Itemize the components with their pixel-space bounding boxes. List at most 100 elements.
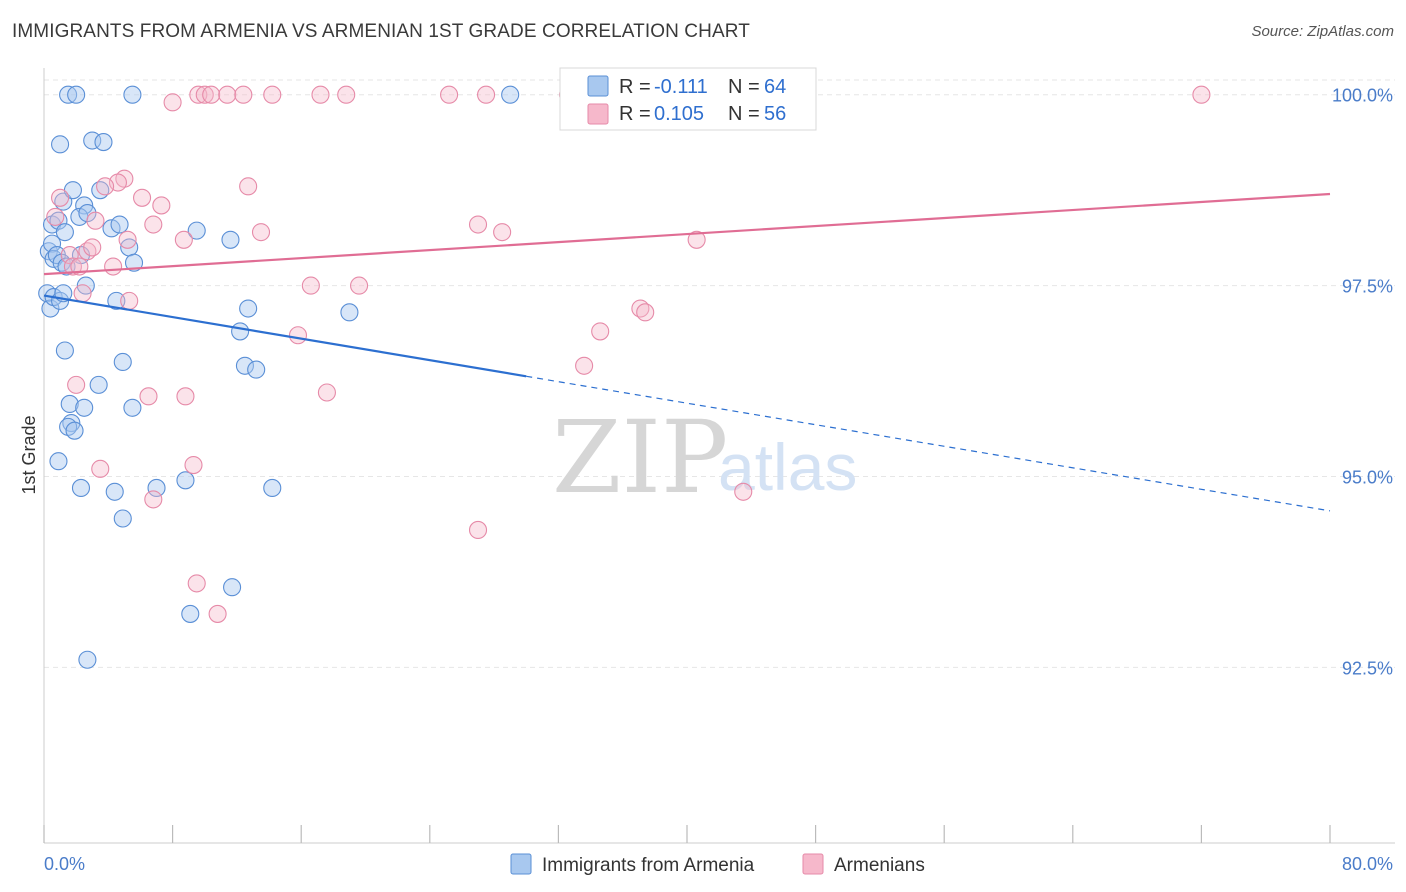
point-armenians bbox=[337, 85, 356, 104]
point-immigrants bbox=[123, 85, 142, 104]
point-armenians bbox=[67, 375, 86, 394]
point-armenians bbox=[208, 604, 227, 623]
point-immigrants bbox=[123, 398, 142, 417]
point-armenians bbox=[350, 276, 369, 295]
trendline-armenians bbox=[43, 192, 1331, 276]
point-immigrants bbox=[67, 85, 86, 104]
point-immigrants bbox=[187, 221, 206, 240]
chart-source: Source: ZipAtlas.com bbox=[1251, 23, 1394, 40]
point-immigrants bbox=[263, 478, 282, 498]
trendline-immigrants-solid bbox=[43, 294, 527, 378]
point-immigrants bbox=[501, 85, 520, 104]
point-armenians bbox=[86, 211, 105, 230]
point-armenians bbox=[1192, 85, 1211, 104]
point-armenians bbox=[96, 177, 115, 196]
point-armenians bbox=[144, 490, 163, 509]
point-armenians bbox=[468, 215, 488, 234]
trendlines bbox=[43, 192, 1331, 512]
point-armenians bbox=[133, 188, 152, 207]
point-armenians bbox=[176, 387, 195, 406]
y-tick-label: 95.0% bbox=[1342, 467, 1393, 487]
point-armenians bbox=[687, 230, 706, 249]
legend-n-value-2: 56 bbox=[764, 103, 786, 125]
series-armenians-points bbox=[46, 85, 1211, 623]
point-armenians bbox=[51, 188, 70, 207]
point-immigrants bbox=[75, 398, 94, 417]
point-immigrants bbox=[247, 360, 266, 379]
x-tick-label-start: 0.0% bbox=[44, 854, 85, 874]
series-immigrants-points bbox=[38, 85, 520, 669]
point-immigrants bbox=[51, 135, 70, 154]
point-armenians bbox=[591, 322, 610, 341]
stats-legend: R = -0.111 N = 64 R = 0.105 N = 56 bbox=[559, 67, 817, 131]
point-armenians bbox=[263, 85, 282, 104]
legend-r-label-2: R = bbox=[619, 103, 651, 125]
x-tick-label-end: 80.0% bbox=[1342, 854, 1393, 874]
point-immigrants bbox=[110, 215, 129, 234]
point-immigrants bbox=[235, 356, 254, 375]
point-armenians bbox=[301, 276, 320, 295]
legend-swatch-armenians bbox=[587, 103, 609, 125]
trendline-immigrants-dashed bbox=[526, 375, 1331, 512]
point-immigrants bbox=[71, 478, 91, 498]
point-armenians bbox=[734, 482, 753, 501]
series-legend-swatch-armenians bbox=[802, 853, 824, 875]
point-immigrants bbox=[107, 291, 126, 310]
point-immigrants bbox=[78, 650, 97, 669]
series-legend-label-armenians: Armenians bbox=[834, 855, 925, 876]
series-legend-label-immigrants: Immigrants from Armenia bbox=[542, 855, 755, 876]
point-armenians bbox=[118, 230, 137, 249]
point-armenians bbox=[184, 455, 203, 475]
point-immigrants bbox=[42, 234, 62, 253]
point-armenians bbox=[239, 177, 258, 196]
point-immigrants bbox=[340, 303, 359, 322]
legend-n-label-1: N = bbox=[728, 76, 760, 98]
point-immigrants bbox=[105, 482, 124, 501]
point-armenians bbox=[218, 85, 237, 104]
point-armenians bbox=[317, 383, 336, 402]
point-armenians bbox=[144, 215, 163, 234]
y-tick-label: 97.5% bbox=[1342, 277, 1393, 297]
point-armenians bbox=[73, 284, 92, 303]
point-immigrants bbox=[55, 341, 74, 360]
legend-n-value-1: 64 bbox=[764, 76, 786, 98]
point-armenians bbox=[288, 326, 308, 345]
point-immigrants bbox=[231, 322, 250, 341]
point-armenians bbox=[202, 85, 221, 104]
point-immigrants bbox=[223, 578, 242, 597]
point-immigrants bbox=[113, 509, 132, 528]
y-tick-label: 100.0% bbox=[1332, 86, 1393, 106]
watermark: ZIP atlas bbox=[552, 399, 857, 516]
point-armenians bbox=[440, 85, 459, 104]
point-immigrants bbox=[60, 394, 79, 414]
axes bbox=[43, 68, 1395, 844]
point-armenians bbox=[234, 85, 253, 104]
point-immigrants bbox=[176, 471, 195, 490]
point-armenians bbox=[63, 257, 82, 276]
point-immigrants bbox=[94, 133, 113, 152]
point-armenians bbox=[195, 85, 214, 104]
point-armenians bbox=[575, 356, 594, 375]
point-armenians bbox=[187, 574, 206, 593]
point-armenians bbox=[189, 85, 208, 104]
point-armenians bbox=[311, 85, 330, 104]
legend-n-label-2: N = bbox=[728, 103, 760, 125]
legend-swatch-immigrants bbox=[587, 75, 609, 97]
point-immigrants bbox=[181, 604, 200, 623]
legend-r-label-1: R = bbox=[619, 76, 651, 98]
point-armenians bbox=[46, 207, 65, 226]
point-immigrants bbox=[124, 253, 144, 272]
point-immigrants bbox=[113, 352, 132, 372]
point-armenians bbox=[91, 459, 110, 478]
point-immigrants bbox=[55, 223, 74, 242]
point-immigrants bbox=[89, 375, 108, 394]
series-legend: Immigrants from Armenia Armenians bbox=[510, 853, 925, 876]
tick-labels: 100.0% 97.5% 95.0% 92.5% 0.0% 80.0% bbox=[44, 86, 1393, 874]
point-immigrants bbox=[49, 452, 68, 471]
legend-r-value-1: -0.111 bbox=[654, 76, 708, 98]
watermark-zip: ZIP bbox=[552, 399, 728, 516]
point-immigrants bbox=[65, 421, 84, 440]
point-armenians bbox=[468, 520, 488, 539]
point-armenians bbox=[104, 257, 123, 276]
